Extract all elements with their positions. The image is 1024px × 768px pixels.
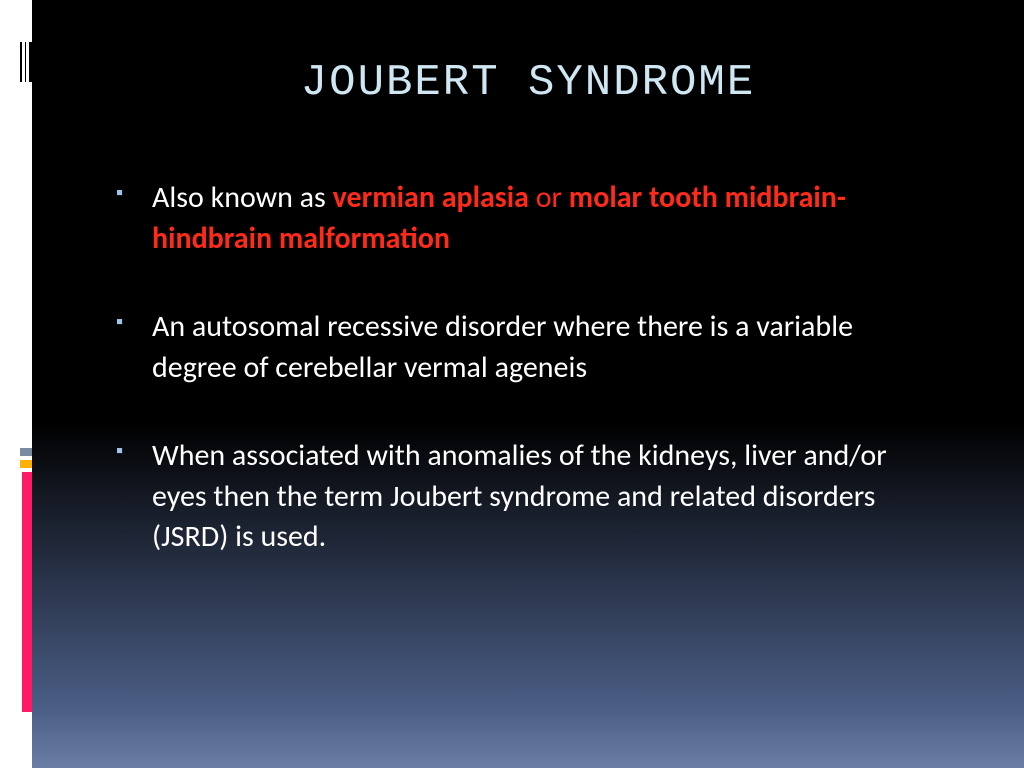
text-segment: or <box>529 179 569 216</box>
bullet-item: Also known as vermian aplasia or molar t… <box>152 178 944 259</box>
text-segment: Also known as <box>152 179 333 216</box>
bullet-item: An autosomal recessive disorder where th… <box>152 307 944 388</box>
text-segment: When associated with anomalies of the ki… <box>152 437 887 555</box>
text-segment: An autosomal recessive disorder where th… <box>152 308 853 386</box>
bullet-list: Also known as vermian aplasia or molar t… <box>152 178 944 558</box>
slide-title: JOUBERT SYNDROME <box>112 58 944 108</box>
slide: JOUBERT SYNDROME Also known as vermian a… <box>32 0 1024 768</box>
text-segment: vermian aplasia <box>333 179 529 216</box>
bullet-item: When associated with anomalies of the ki… <box>152 436 944 558</box>
